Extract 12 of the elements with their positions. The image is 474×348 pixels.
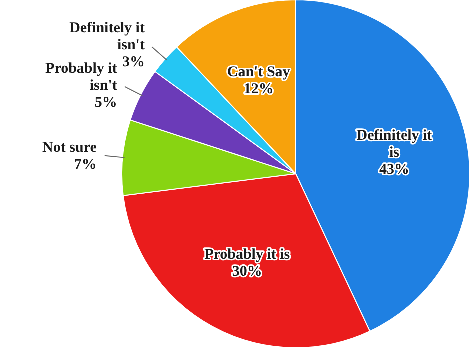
slice-label: Probably it isn't	[46, 61, 118, 94]
data-label: 7%	[74, 157, 97, 174]
data-label: 30%	[232, 264, 262, 280]
data-label: 43%	[379, 162, 410, 178]
slice-label: Can't Say	[227, 64, 291, 81]
data-label: 5%	[94, 95, 118, 112]
slice-label: Definitely it is	[356, 128, 432, 161]
slice-label: Not sure	[42, 140, 98, 156]
slice-label: Probably it is	[204, 246, 290, 263]
slice-label: Definitely it isn't	[70, 20, 145, 54]
data-label: 12%	[244, 82, 274, 98]
data-label: 3%	[122, 54, 145, 70]
